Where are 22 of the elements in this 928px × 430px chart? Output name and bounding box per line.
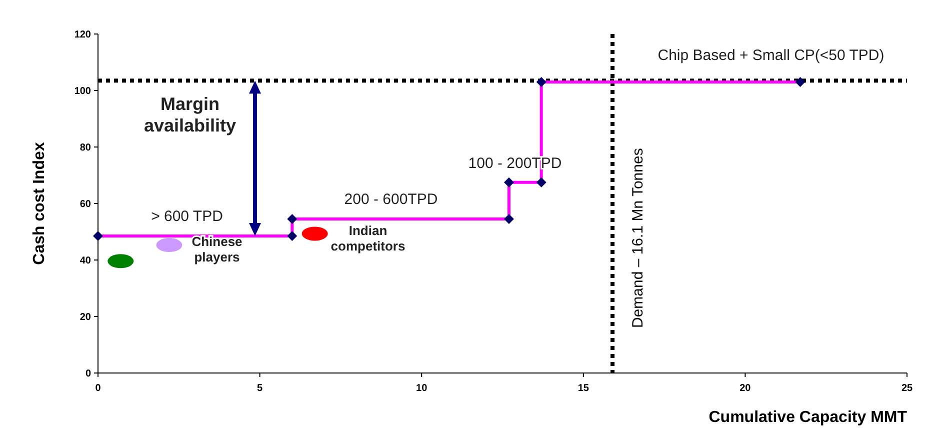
y-axis-title: Cash cost Index — [31, 142, 48, 265]
x-tick-label: 5 — [257, 383, 264, 394]
y-tick-label: 0 — [85, 368, 92, 380]
annotation: Chip Based + Small CP(<50 TPD) — [658, 47, 884, 64]
y-tick-label: 80 — [80, 142, 92, 154]
y-tick-label: 20 — [80, 312, 92, 323]
annotation: Margin availability — [144, 94, 236, 136]
annotation: Chinese players — [192, 234, 242, 265]
x-tick-label: 15 — [578, 383, 590, 394]
y-tick-label: 120 — [74, 30, 92, 40]
x-axis-title: Cumulative Capacity MMT — [708, 409, 908, 426]
annotation: Indian competitors — [330, 223, 406, 254]
y-tick-label: 60 — [80, 199, 92, 210]
y-tick-label: 100 — [74, 86, 92, 97]
x-tick-label: 10 — [416, 383, 428, 394]
ref-line-label: Demand – 16.1 Mn Tonnes — [630, 148, 647, 328]
y-tick-label: 40 — [80, 256, 92, 266]
x-tick-label: 0 — [95, 383, 102, 394]
x-tick-label: 20 — [740, 383, 752, 394]
annotation: > 600 TPD — [151, 208, 224, 225]
x-tick-label: 25 — [901, 383, 913, 394]
annotation: 200 - 600TPD — [344, 191, 438, 208]
